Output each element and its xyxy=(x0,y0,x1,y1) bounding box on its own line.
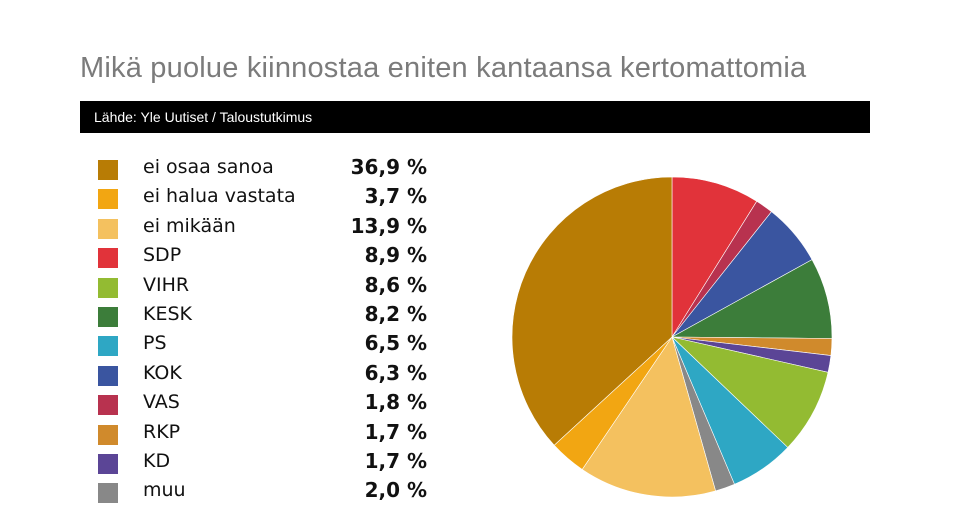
legend-swatch xyxy=(98,248,118,269)
legend-value: 3,7 % xyxy=(364,184,427,209)
legend-value: 8,6 % xyxy=(364,272,427,297)
legend-label: ei osaa sanoa xyxy=(143,156,274,178)
legend-swatch xyxy=(98,218,118,239)
legend: ei osaa sanoa 36,9 % ei halua vastata 3,7 %… xyxy=(98,155,433,508)
legend-item: PS 6,5 % xyxy=(98,331,433,360)
legend-item: ei mikään 13,9 % xyxy=(98,214,433,243)
legend-label: RKP xyxy=(143,420,181,443)
legend-label: VAS xyxy=(143,391,180,414)
pie-slice-ei-mikään xyxy=(581,336,716,498)
pie-slice-vihr xyxy=(671,336,829,448)
legend-item: SDP 8,9 % xyxy=(98,243,433,272)
legend-label: VIHR xyxy=(143,273,190,296)
legend-item: KESK 8,2 % xyxy=(98,302,433,331)
legend-value: 13,9 % xyxy=(350,213,427,238)
legend-swatch xyxy=(98,189,118,210)
legend-item: KD 1,7 % xyxy=(98,449,433,478)
legend-item: muu 2,0 % xyxy=(98,478,433,507)
legend-item: VAS 1,8 % xyxy=(98,390,433,419)
chart-title: Mikä puolue kiinnostaa eniten kantaansa … xyxy=(80,52,807,84)
legend-value: 1,7 % xyxy=(364,419,427,444)
legend-swatch xyxy=(98,365,118,386)
legend-value: 36,9 % xyxy=(350,155,427,179)
source-text: Lähde: Yle Uutiset / Taloustutkimus xyxy=(94,109,313,125)
legend-swatch xyxy=(98,453,118,474)
legend-swatch xyxy=(98,277,118,298)
pie-slice-sdp xyxy=(671,176,758,339)
legend-swatch xyxy=(98,483,118,504)
legend-label: ei mikään xyxy=(143,214,236,237)
legend-label: KOK xyxy=(143,361,182,384)
legend-item: VIHR 8,6 % xyxy=(98,273,433,302)
legend-swatch xyxy=(98,424,118,445)
legend-value: 6,5 % xyxy=(364,331,427,356)
legend-value: 8,2 % xyxy=(364,301,427,326)
source-bar: Lähde: Yle Uutiset / Taloustutkimus xyxy=(80,101,870,133)
legend-item: KOK 6,3 % xyxy=(98,361,433,390)
legend-value: 1,7 % xyxy=(364,448,427,473)
legend-label: KESK xyxy=(143,302,192,325)
legend-item: ei osaa sanoa 36,9 % xyxy=(98,155,433,184)
legend-swatch xyxy=(98,306,118,327)
legend-label: ei halua vastata xyxy=(143,185,296,208)
legend-item: RKP 1,7 % xyxy=(98,420,433,449)
legend-value: 6,3 % xyxy=(364,360,427,385)
pie-slice-ei-osaa-sanoa xyxy=(511,176,673,446)
legend-label: KD xyxy=(143,449,171,472)
legend-swatch xyxy=(98,336,118,357)
legend-label: SDP xyxy=(143,244,182,267)
legend-label: PS xyxy=(143,332,167,355)
legend-swatch xyxy=(98,395,118,416)
legend-value: 2,0 % xyxy=(364,478,427,503)
legend-item: ei halua vastata 3,7 % xyxy=(98,184,433,213)
legend-value: 8,9 % xyxy=(364,243,427,268)
legend-label: muu xyxy=(143,479,186,502)
legend-swatch xyxy=(98,160,118,180)
legend-value: 1,8 % xyxy=(364,390,427,415)
